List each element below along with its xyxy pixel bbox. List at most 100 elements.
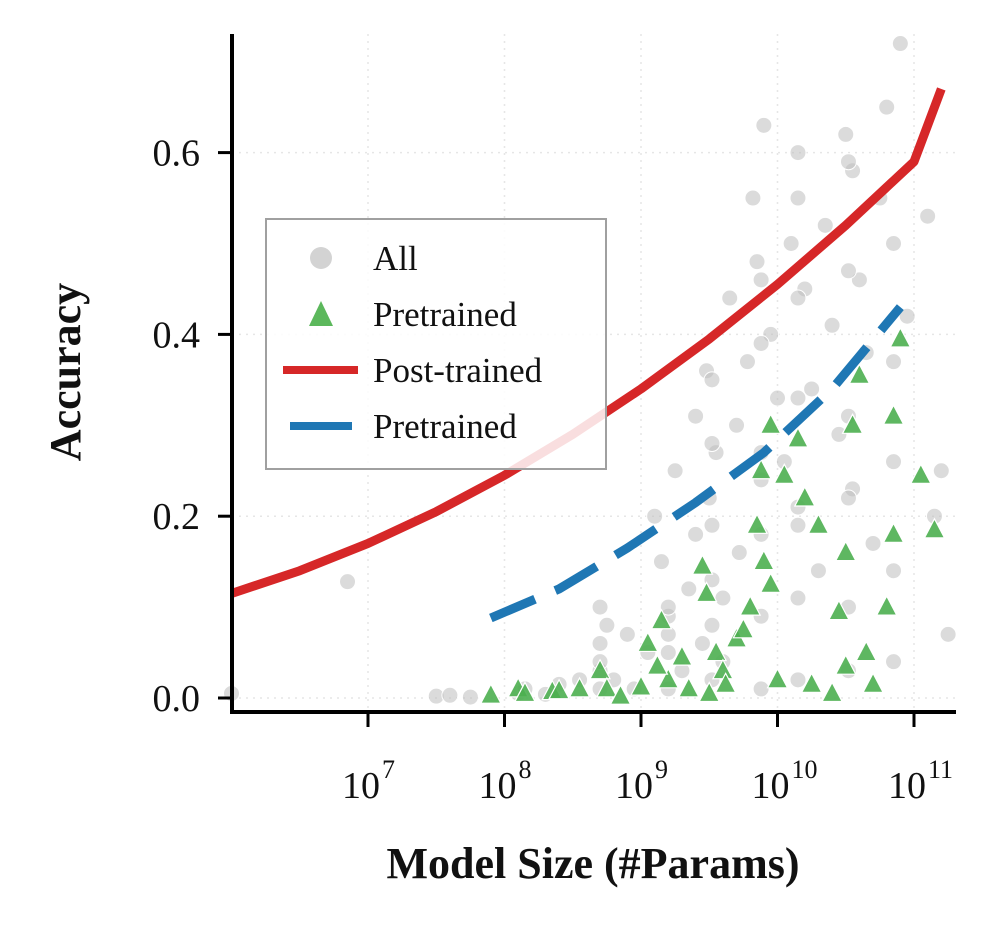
- pretrained-point: [834, 653, 857, 675]
- all-point: [461, 688, 479, 706]
- all-point: [652, 553, 670, 571]
- pretrained-point: [848, 363, 871, 384]
- x-axis-title: Model Size (#Params): [387, 839, 800, 888]
- all-point: [769, 389, 786, 407]
- y-ticks: 0.0 0.2 0.4 0.6: [153, 133, 232, 720]
- pretrained-point: [841, 413, 864, 434]
- pretrained-point: [589, 658, 612, 680]
- pretrained-point: [636, 631, 659, 653]
- series-pretrained-points: [479, 326, 946, 705]
- all-point: [885, 562, 903, 580]
- x-tick-exponent: 7: [382, 755, 395, 784]
- pretrained-point: [513, 681, 536, 703]
- pretrained-point: [714, 672, 737, 693]
- pretrained-point: [548, 678, 571, 700]
- pretrained-point: [657, 667, 680, 689]
- legend-all-marker: [310, 247, 332, 269]
- all-point: [748, 253, 766, 271]
- y-axis-title: Accuracy: [41, 283, 90, 461]
- legend-pretrained-label: Pretrained: [373, 295, 517, 334]
- pretrained-point: [855, 640, 878, 662]
- all-point: [878, 98, 896, 116]
- all-point: [939, 625, 957, 643]
- all-point: [666, 462, 684, 480]
- all-point: [932, 462, 950, 480]
- pretrained-point: [752, 549, 775, 571]
- pretrained-point: [862, 672, 885, 693]
- y-tick-label: 0.4: [153, 314, 201, 356]
- all-point: [598, 616, 616, 634]
- x-tick-exponent: 9: [655, 755, 668, 784]
- all-point: [703, 571, 721, 589]
- all-point: [693, 634, 711, 652]
- all-point: [591, 598, 609, 616]
- all-point: [744, 189, 762, 207]
- y-tick-label: 0.0: [153, 678, 201, 720]
- x-tick-exponent: 8: [519, 755, 532, 784]
- pretrained-point: [479, 682, 502, 704]
- all-point: [714, 589, 732, 607]
- pretrained-point: [695, 581, 718, 603]
- all-point: [823, 316, 841, 334]
- pretrained-point: [670, 644, 693, 666]
- legend: All Pretrained Post-trained Pretrained: [265, 218, 607, 470]
- pretrained-point: [773, 463, 796, 484]
- pretrained-point: [786, 426, 809, 448]
- x-tick-label: 10: [479, 765, 517, 807]
- all-point: [728, 416, 746, 434]
- all-point: [687, 525, 705, 543]
- pretrained-point: [759, 572, 782, 593]
- all-point: [891, 35, 909, 53]
- all-point: [703, 371, 721, 389]
- pretrained-point: [875, 594, 898, 616]
- x-ticks: 10 7 10 8 10 9 10 10 10 11: [342, 712, 953, 807]
- pretrained-point: [759, 413, 782, 434]
- all-point: [752, 271, 770, 289]
- all-point: [803, 380, 821, 398]
- pretrained-point: [746, 513, 769, 534]
- pretrained-point: [827, 599, 850, 621]
- pretrained-point: [691, 553, 714, 575]
- all-point: [837, 125, 855, 143]
- all-point: [839, 262, 857, 280]
- pretrained-point: [750, 458, 773, 480]
- all-point: [789, 289, 807, 307]
- x-tick-label: 10: [615, 765, 653, 807]
- legend-post-trained-label: Post-trained: [373, 351, 543, 390]
- pretrained-point: [739, 594, 762, 616]
- pretrained-point: [766, 667, 789, 689]
- all-point: [789, 389, 807, 407]
- pretrained-point: [834, 540, 857, 562]
- pretrained-point: [650, 608, 673, 630]
- pretrained-point: [807, 513, 830, 534]
- all-point: [885, 353, 903, 371]
- all-point: [885, 453, 903, 471]
- all-point: [441, 686, 459, 704]
- all-point: [680, 580, 698, 598]
- all-point: [885, 235, 903, 252]
- all-point: [721, 289, 739, 307]
- all-point: [919, 207, 937, 225]
- x-tick-exponent: 10: [792, 755, 818, 784]
- all-point: [789, 671, 807, 689]
- all-point: [703, 434, 721, 452]
- all-point: [738, 353, 756, 371]
- pretrained-point: [821, 681, 844, 703]
- all-point: [646, 507, 664, 525]
- pretrained-point: [646, 653, 669, 675]
- pretrained-point: [889, 326, 912, 348]
- y-tick-label: 0.6: [153, 133, 201, 175]
- x-tick-exponent: 11: [928, 755, 953, 784]
- pretrained-point: [923, 517, 946, 539]
- pretrained-point: [732, 617, 755, 639]
- all-point: [752, 680, 770, 698]
- all-point: [885, 653, 903, 671]
- pretrained-fit-line: [489, 304, 904, 623]
- x-tick-label: 10: [888, 765, 926, 807]
- all-point: [809, 562, 827, 580]
- legend-all-label: All: [373, 239, 418, 278]
- legend-pretrained-marker: [309, 301, 333, 326]
- all-point: [839, 153, 857, 171]
- pretrained-point: [793, 485, 816, 507]
